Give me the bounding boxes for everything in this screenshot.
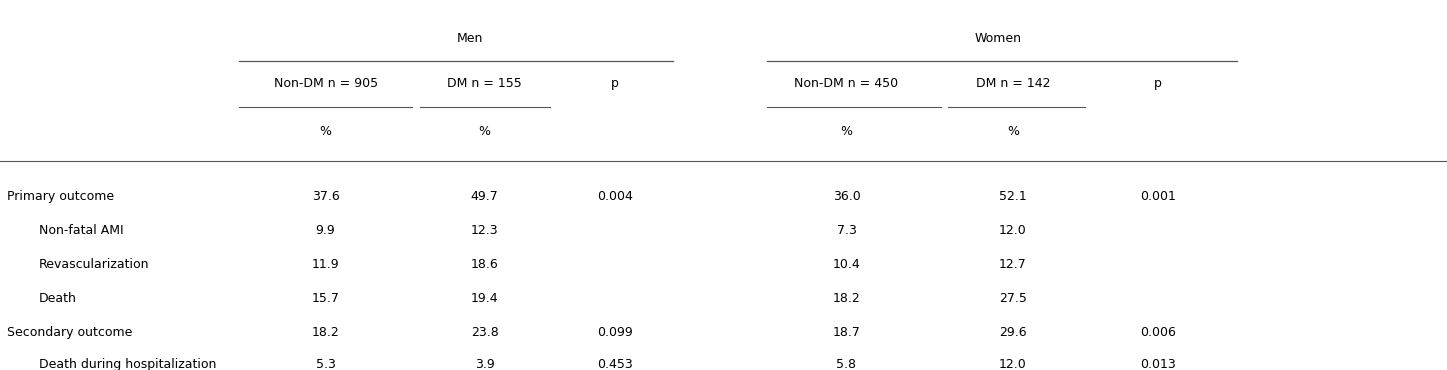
Text: 0.013: 0.013 [1140,358,1175,370]
Text: DM n = 142: DM n = 142 [975,77,1051,90]
Text: 12.0: 12.0 [998,358,1027,370]
Text: 0.006: 0.006 [1140,326,1175,339]
Text: Non-fatal AMI: Non-fatal AMI [39,223,123,237]
Text: 11.9: 11.9 [311,258,340,271]
Text: 12.0: 12.0 [998,223,1027,237]
Text: %: % [479,125,491,138]
Text: Primary outcome: Primary outcome [7,189,114,203]
Text: Secondary outcome: Secondary outcome [7,326,133,339]
Text: 49.7: 49.7 [470,189,499,203]
Text: 15.7: 15.7 [311,292,340,305]
Text: 10.4: 10.4 [832,258,861,271]
Text: p: p [1153,77,1162,90]
Text: %: % [320,125,331,138]
Text: 12.7: 12.7 [998,258,1027,271]
Text: 37.6: 37.6 [311,189,340,203]
Text: Women: Women [975,32,1022,46]
Text: Death during hospitalization: Death during hospitalization [39,358,217,370]
Text: 0.099: 0.099 [598,326,632,339]
Text: 12.3: 12.3 [470,223,499,237]
Text: %: % [841,125,852,138]
Text: 7.3: 7.3 [836,223,857,237]
Text: 18.7: 18.7 [832,326,861,339]
Text: 36.0: 36.0 [832,189,861,203]
Text: %: % [1007,125,1019,138]
Text: 27.5: 27.5 [998,292,1027,305]
Text: 18.2: 18.2 [311,326,340,339]
Text: 0.001: 0.001 [1140,189,1175,203]
Text: p: p [611,77,619,90]
Text: 19.4: 19.4 [470,292,499,305]
Text: 9.9: 9.9 [315,223,336,237]
Text: 0.004: 0.004 [598,189,632,203]
Text: 18.2: 18.2 [832,292,861,305]
Text: 23.8: 23.8 [470,326,499,339]
Text: Non-DM n = 450: Non-DM n = 450 [794,77,899,90]
Text: 0.453: 0.453 [598,358,632,370]
Text: 18.6: 18.6 [470,258,499,271]
Text: 5.3: 5.3 [315,358,336,370]
Text: 29.6: 29.6 [998,326,1027,339]
Text: DM n = 155: DM n = 155 [447,77,522,90]
Text: Death: Death [39,292,77,305]
Text: 5.8: 5.8 [836,358,857,370]
Text: 52.1: 52.1 [998,189,1027,203]
Text: Revascularization: Revascularization [39,258,149,271]
Text: Men: Men [457,32,483,46]
Text: 3.9: 3.9 [475,358,495,370]
Text: Non-DM n = 905: Non-DM n = 905 [273,77,378,90]
